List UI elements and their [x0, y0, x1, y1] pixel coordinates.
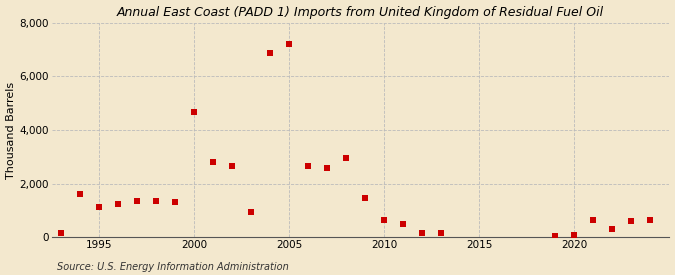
Point: [246, 210, 257, 214]
Point: [56, 231, 67, 236]
Point: [132, 199, 143, 203]
Point: [607, 227, 618, 232]
Point: [151, 199, 162, 203]
Point: [303, 164, 314, 168]
Point: [645, 218, 656, 222]
Point: [341, 156, 352, 160]
Point: [550, 234, 561, 238]
Point: [75, 192, 86, 197]
Point: [94, 204, 105, 209]
Point: [265, 51, 276, 56]
Point: [113, 202, 124, 206]
Point: [227, 164, 238, 168]
Point: [322, 165, 333, 170]
Point: [569, 233, 580, 237]
Point: [189, 110, 200, 115]
Point: [626, 219, 637, 224]
Point: [436, 230, 447, 235]
Point: [170, 200, 181, 205]
Point: [284, 42, 295, 46]
Point: [588, 218, 599, 222]
Point: [379, 218, 390, 222]
Title: Annual East Coast (PADD 1) Imports from United Kingdom of Residual Fuel Oil: Annual East Coast (PADD 1) Imports from …: [117, 6, 604, 18]
Text: Source: U.S. Energy Information Administration: Source: U.S. Energy Information Administ…: [57, 262, 289, 272]
Y-axis label: Thousand Barrels: Thousand Barrels: [5, 81, 16, 178]
Point: [398, 222, 409, 226]
Point: [360, 196, 371, 201]
Point: [417, 230, 428, 235]
Point: [208, 160, 219, 164]
